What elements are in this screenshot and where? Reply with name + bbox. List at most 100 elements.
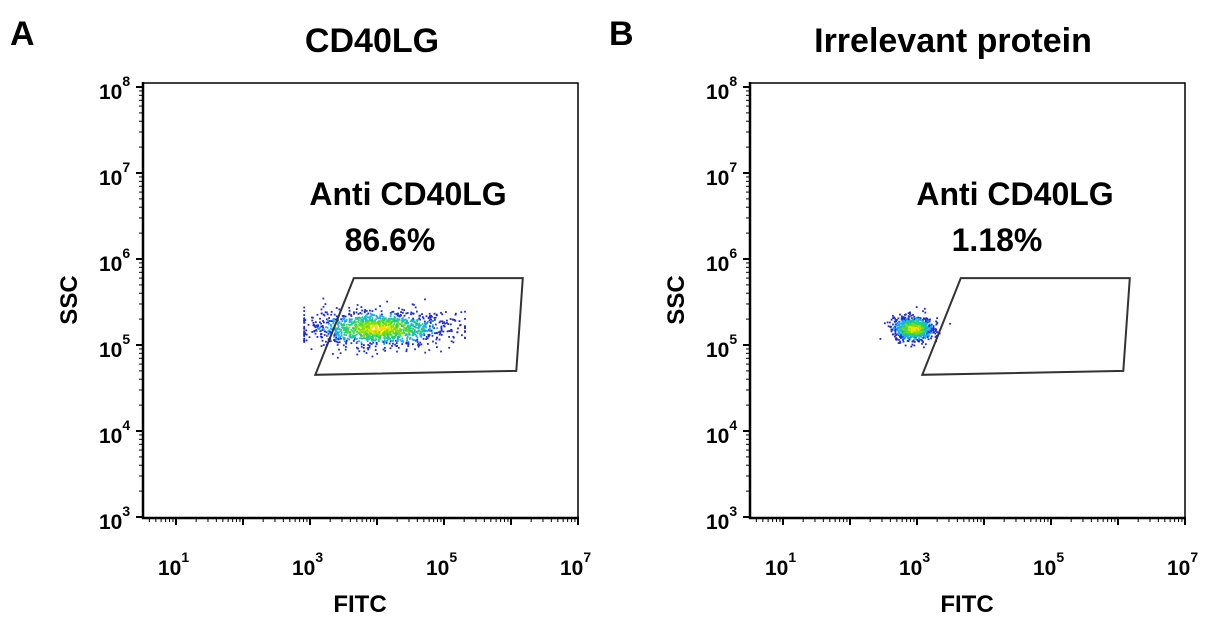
event-dot xyxy=(895,338,898,340)
event-dot xyxy=(303,317,306,320)
event-dot xyxy=(338,331,340,334)
event-dot xyxy=(373,323,375,325)
event-dot xyxy=(322,297,325,300)
event-dot xyxy=(378,340,380,343)
event-dot xyxy=(915,335,917,337)
event-dot xyxy=(385,337,388,340)
event-dot xyxy=(421,313,423,315)
event-dot xyxy=(366,333,369,336)
event-dot xyxy=(342,326,345,329)
event-dot xyxy=(387,319,390,322)
event-dot xyxy=(368,319,371,321)
event-dot xyxy=(362,317,365,320)
event-dot xyxy=(392,318,395,320)
event-dot xyxy=(376,332,379,335)
event-dot xyxy=(894,335,896,338)
event-dot xyxy=(922,331,925,334)
event-dot xyxy=(906,318,909,321)
event-dot xyxy=(919,323,922,325)
event-dot xyxy=(414,331,416,333)
event-dot xyxy=(906,330,909,333)
event-dot xyxy=(422,317,425,320)
event-dot xyxy=(440,327,443,330)
event-dot xyxy=(383,319,386,322)
event-dot xyxy=(425,326,427,329)
event-dot xyxy=(334,328,336,331)
event-dot xyxy=(904,331,907,334)
event-dot xyxy=(363,330,366,333)
event-dot xyxy=(402,332,405,335)
event-dot xyxy=(907,312,910,315)
event-dot xyxy=(370,336,372,339)
event-dot xyxy=(303,339,306,342)
event-dot xyxy=(364,337,366,340)
event-dot xyxy=(321,325,324,327)
event-dot xyxy=(403,314,406,317)
event-dot xyxy=(379,327,382,330)
event-dot xyxy=(363,311,366,314)
event-dot xyxy=(323,314,326,317)
event-dot xyxy=(923,346,925,349)
event-dot xyxy=(404,329,407,332)
event-dot xyxy=(361,325,364,327)
event-dot xyxy=(390,334,393,337)
event-dot xyxy=(390,326,393,329)
event-dot xyxy=(365,352,368,354)
event-dot xyxy=(431,315,433,318)
event-dot xyxy=(901,337,904,340)
event-dot xyxy=(303,337,306,340)
event-dot xyxy=(403,309,406,312)
event-dot xyxy=(340,318,342,321)
event-dot xyxy=(892,317,894,319)
event-dot xyxy=(369,315,372,318)
event-dot xyxy=(415,330,418,333)
event-dot xyxy=(927,338,930,341)
event-dot xyxy=(365,334,368,337)
event-dot xyxy=(373,314,376,317)
event-dot xyxy=(384,329,386,332)
event-dot xyxy=(308,336,311,339)
event-dot xyxy=(912,327,915,330)
event-dot xyxy=(434,323,437,326)
event-dot xyxy=(381,313,383,316)
event-dot xyxy=(935,323,938,326)
event-dot xyxy=(420,331,423,334)
event-dot xyxy=(425,336,428,338)
event-dot xyxy=(417,330,420,332)
event-dot xyxy=(371,313,374,316)
event-dot xyxy=(902,330,905,333)
event-dot xyxy=(320,312,323,315)
event-dot xyxy=(378,320,380,323)
event-dot xyxy=(920,327,923,330)
event-dot xyxy=(364,322,367,325)
x-tick-label: 107 xyxy=(560,549,591,580)
y-tick-label: 106 xyxy=(706,245,737,276)
event-dot xyxy=(347,323,350,326)
event-dot xyxy=(913,329,916,332)
event-dot xyxy=(320,336,323,339)
y-tick-label: 107 xyxy=(706,159,737,190)
x-tick-label: 101 xyxy=(765,549,796,580)
event-dot xyxy=(319,317,321,320)
event-dot xyxy=(368,346,371,349)
event-dot xyxy=(405,322,407,325)
event-dot xyxy=(905,313,907,316)
event-dot xyxy=(354,336,357,339)
event-dot xyxy=(914,328,917,330)
event-dot xyxy=(919,317,922,320)
gate-polygon xyxy=(313,277,524,376)
event-dot xyxy=(365,332,368,335)
event-dot xyxy=(395,334,398,337)
event-dot xyxy=(328,322,330,325)
event-dot xyxy=(322,320,324,322)
event-dot xyxy=(350,342,353,345)
event-dot xyxy=(409,337,411,340)
event-dot xyxy=(417,343,420,345)
event-dot xyxy=(360,331,363,334)
event-dot xyxy=(923,333,926,336)
event-dot xyxy=(402,324,405,327)
event-dot xyxy=(353,311,355,314)
event-dot xyxy=(441,320,444,323)
event-dot xyxy=(431,320,433,322)
event-dot xyxy=(428,312,431,315)
